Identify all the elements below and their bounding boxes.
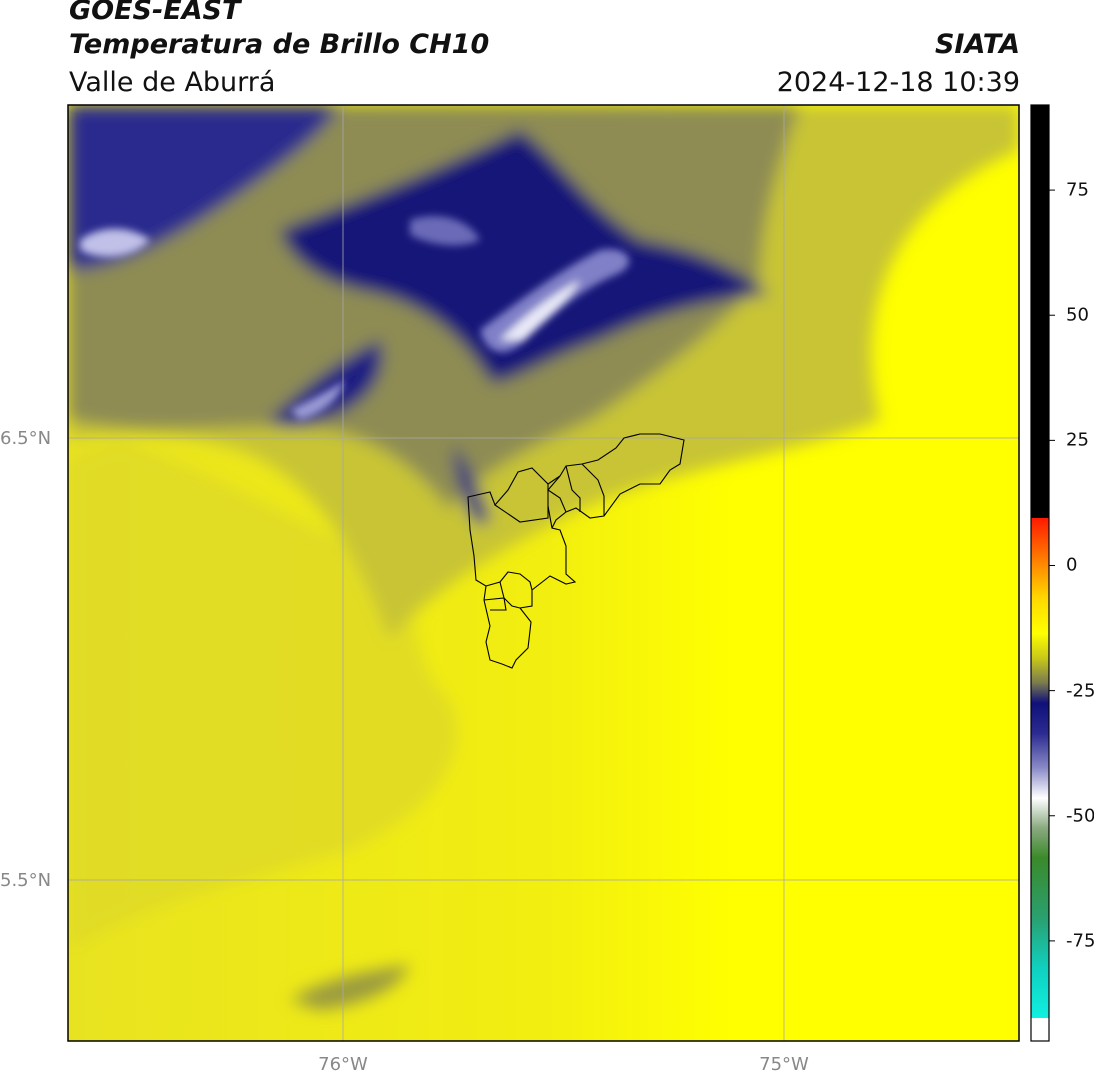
cloud-field — [68, 105, 1019, 1010]
lon-label-76w: 76°W — [318, 1054, 368, 1075]
colorbar-tickmarks — [1049, 189, 1055, 942]
boundary-medellin — [485, 571, 533, 591]
colorbar-frame — [1030, 104, 1050, 1042]
cold-cloud-tops — [80, 216, 630, 420]
colorbar-tick-label: -75 — [1066, 930, 1094, 952]
boundary-bello — [494, 504, 549, 523]
region-label: Valle de Aburrá — [69, 67, 276, 98]
source-title: GOES-EAST — [69, 0, 241, 26]
gridlines — [68, 105, 1019, 1041]
lat-label-6-5: 6.5°N — [0, 428, 52, 449]
lat-label-5-5: 5.5°N — [0, 870, 52, 891]
product-title: Temperatura de Brillo CH10 — [69, 29, 490, 60]
timestamp-label: 2024-12-18 10:39 — [776, 67, 1020, 98]
lon-label-75w: 75°W — [759, 1054, 809, 1075]
colorbar-tick-label: 25 — [1066, 429, 1089, 451]
colorbar-tick-label: 50 — [1066, 304, 1089, 326]
colorbar-end-band — [1031, 1018, 1049, 1041]
colorbar-tick-label: -25 — [1066, 680, 1094, 702]
boundary-outline-south — [467, 467, 577, 669]
municipality-boundaries — [467, 433, 685, 669]
colorbar-hot-band — [1031, 105, 1049, 518]
map-panel — [68, 105, 1019, 1041]
boundary-girardota — [581, 463, 605, 516]
boundary-copacabana — [565, 465, 581, 512]
map-frame — [67, 104, 1020, 1042]
boundary-envigado — [483, 597, 507, 611]
organization-label: SIATA — [934, 29, 1020, 60]
colorbar — [1030, 104, 1055, 1042]
boundary-barbosa — [547, 475, 567, 513]
colorbar-tick-label: -50 — [1066, 805, 1094, 827]
colorbar-tick-label: 0 — [1066, 554, 1078, 576]
colorbar-gradient — [1031, 518, 1049, 1018]
colorbar-tick-label: 75 — [1066, 179, 1089, 201]
boundary-itagui — [499, 581, 521, 609]
boundary-outline-north — [547, 433, 685, 529]
